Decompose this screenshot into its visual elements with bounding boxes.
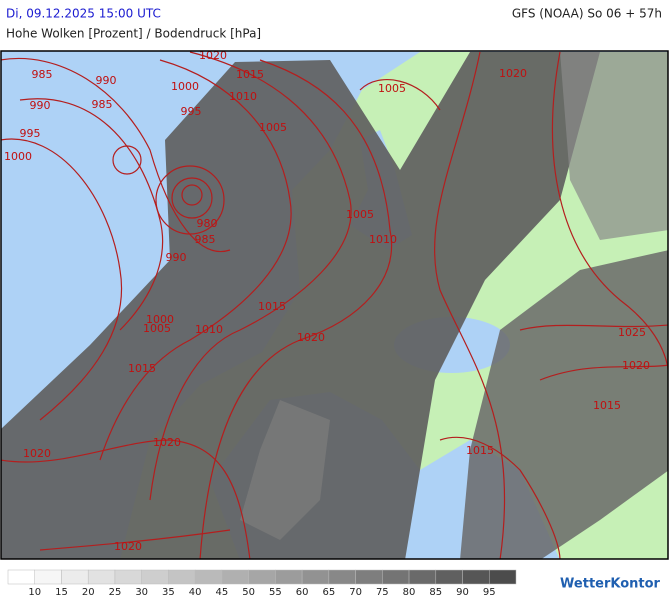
isobar-label: 985 — [32, 68, 53, 81]
map-frame — [0, 50, 669, 560]
legend-swatch — [248, 569, 276, 585]
legend-label: 85 — [429, 587, 442, 598]
legend-label: 20 — [82, 587, 95, 598]
isobar-label: 1015 — [593, 399, 621, 412]
isobar-labels: 1020 985 990 1000 1015 1010 990 985 995 1005 995 10… — [4, 49, 650, 553]
isobar-label: 1020 — [199, 49, 227, 62]
isobar-label: 1020 — [153, 436, 181, 449]
isobar-label: 1015 — [466, 444, 494, 457]
legend-swatch — [301, 569, 330, 585]
legend-swatch — [382, 569, 410, 585]
legend-swatch — [114, 569, 142, 585]
legend-label: 95 — [483, 587, 496, 598]
isobar-label: 990 — [30, 99, 51, 112]
legend-label: 90 — [456, 587, 469, 598]
isobar-label: 985 — [92, 98, 113, 111]
isobar-label: 995 — [20, 127, 41, 140]
isobar-label: 1005 — [259, 121, 287, 134]
legend-label: 70 — [349, 587, 362, 598]
isobar-label: 1005 — [378, 82, 406, 95]
legend-swatch — [328, 569, 356, 585]
isobar-label: 1005 — [143, 322, 171, 335]
isobar-label: 1015 — [236, 68, 264, 81]
isobar-label: 1015 — [128, 362, 156, 375]
legend-label: 40 — [189, 587, 202, 598]
legend-label: 80 — [403, 587, 416, 598]
map: 1020 985 990 1000 1015 1010 990 985 995 1005 995 10… — [0, 49, 669, 560]
legend-swatch — [489, 569, 517, 585]
cloud-band — [1, 52, 600, 559]
legend-label: 60 — [296, 587, 309, 598]
isobar-label: 1010 — [369, 233, 397, 246]
datetime: Di, 09.12.2025 15:00 UTC — [6, 7, 161, 21]
isobar-label: 1010 — [195, 323, 223, 336]
map-title: Hohe Wolken [Prozent] / Bodendruck [hPa] — [6, 27, 261, 41]
isobar-label: 1025 — [618, 326, 646, 339]
legend-swatch — [435, 569, 463, 585]
isobar-label: 1000 — [171, 80, 199, 93]
legend-swatch — [221, 569, 249, 585]
legend-swatch — [355, 569, 383, 585]
legend-label: 45 — [216, 587, 229, 598]
legend-swatch — [408, 569, 437, 585]
isobar-label: 1000 — [4, 150, 32, 163]
isobar-label: 985 — [195, 233, 216, 246]
model-info: GFS (NOAA) So 06 + 57h — [512, 7, 662, 21]
legend-swatch — [275, 569, 303, 585]
isobar-label: 1020 — [114, 540, 142, 553]
isobar-label: 1020 — [499, 67, 527, 80]
isobar-label: 1005 — [346, 208, 374, 221]
cloud-east — [460, 250, 668, 559]
isobar-label: 1020 — [622, 359, 650, 372]
isobar-label: 990 — [166, 251, 187, 264]
logo: WetterKontor — [560, 577, 661, 592]
legend-label: 15 — [55, 587, 68, 598]
legend-swatch — [61, 569, 89, 585]
isobar-label: 1000 — [146, 313, 174, 326]
legend-swatch — [194, 569, 223, 585]
legend: 10 15 20 25 30 35 40 45 50 55 60 65 70 75 80 85 90 95 — [7, 569, 517, 598]
legend-swatch — [141, 569, 169, 585]
cloud-med — [240, 400, 330, 540]
legend-swatch — [168, 569, 196, 585]
legend-label: 35 — [162, 587, 175, 598]
legend-swatch — [87, 569, 116, 585]
isobar-label: 1015 — [258, 300, 286, 313]
legend-label: 75 — [376, 587, 389, 598]
legend-label: 65 — [322, 587, 335, 598]
legend-label: 30 — [135, 587, 148, 598]
isobar-label: 990 — [96, 74, 117, 87]
legend-label: 25 — [109, 587, 122, 598]
legend-label: 10 — [28, 587, 41, 598]
isobar-label: 1020 — [23, 447, 51, 460]
isobar-label: 995 — [181, 105, 202, 118]
isobars — [1, 51, 668, 559]
legend-swatch — [462, 569, 490, 585]
isobar-label: 1020 — [297, 331, 325, 344]
legend-label: 55 — [269, 587, 282, 598]
cloud-northeast — [560, 52, 668, 240]
isobar-label: 1010 — [229, 90, 257, 103]
legend-label: 50 — [242, 587, 255, 598]
legend-swatch — [34, 569, 62, 585]
legend-swatch — [7, 569, 35, 585]
isobar-label: 980 — [197, 217, 218, 230]
